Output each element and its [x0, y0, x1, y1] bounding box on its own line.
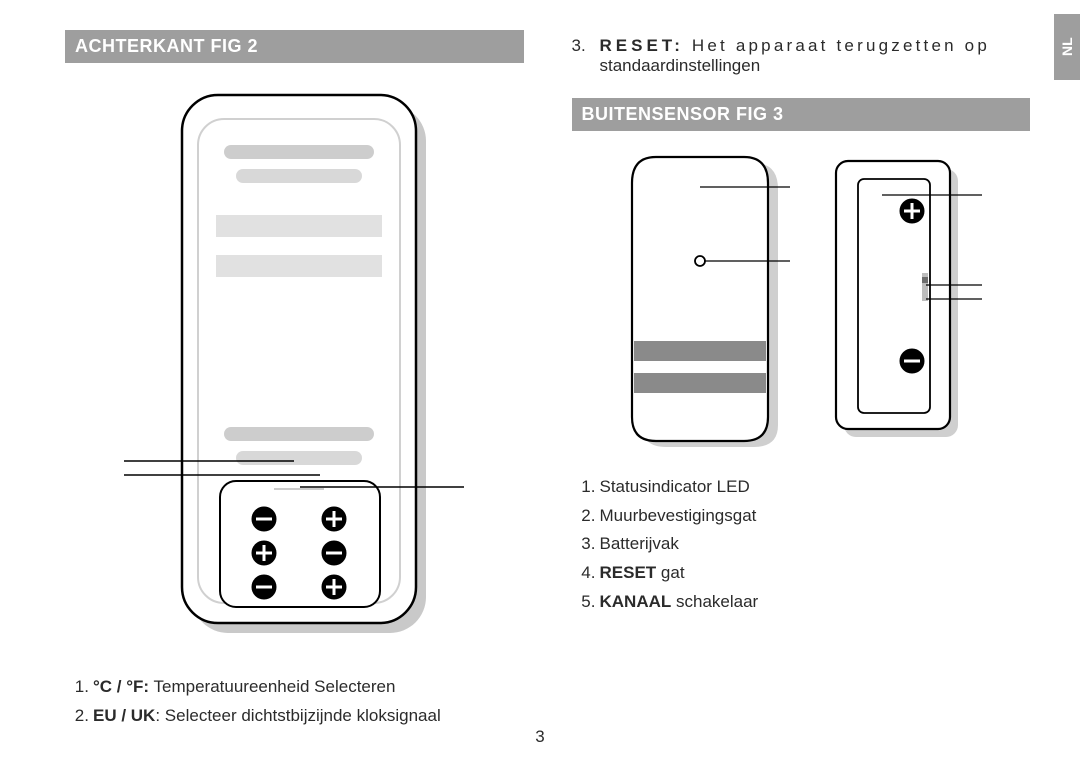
list-item: KANAAL schakelaar	[600, 590, 1031, 615]
sensor-front-diagram	[620, 155, 790, 455]
section-header-buitensensor: BUITENSENSOR FIG 3	[572, 98, 1031, 131]
buitensensor-list: Statusindicator LED Muurbevestigingsgat …	[572, 475, 1031, 614]
continuation-item: 3. RESET: Het apparaat terugzetten op st…	[572, 36, 1031, 76]
language-tab: NL	[1054, 14, 1080, 80]
figure-3	[572, 155, 1031, 455]
achterkant-list: °C / °F: Temperatuureenheid Selecteren E…	[65, 675, 524, 728]
left-column: ACHTERKANT FIG 2	[65, 30, 524, 732]
figure-2	[65, 87, 524, 657]
list-item: Batterijvak	[600, 532, 1031, 557]
list-item: RESET gat	[600, 561, 1031, 586]
sensor-back-diagram	[822, 155, 982, 455]
section-header-achterkant: ACHTERKANT FIG 2	[65, 30, 524, 63]
page-number: 3	[0, 727, 1080, 747]
list-item: Statusindicator LED	[600, 475, 1031, 500]
list-item: °C / °F: Temperatuureenheid Selecteren	[93, 675, 524, 700]
list-item: EU / UK: Selecteer dichtstbijzijnde klok…	[93, 704, 524, 729]
list-item: Muurbevestigingsgat	[600, 504, 1031, 529]
achterkant-diagram	[124, 87, 464, 657]
right-column: 3. RESET: Het apparaat terugzetten op st…	[572, 30, 1031, 732]
